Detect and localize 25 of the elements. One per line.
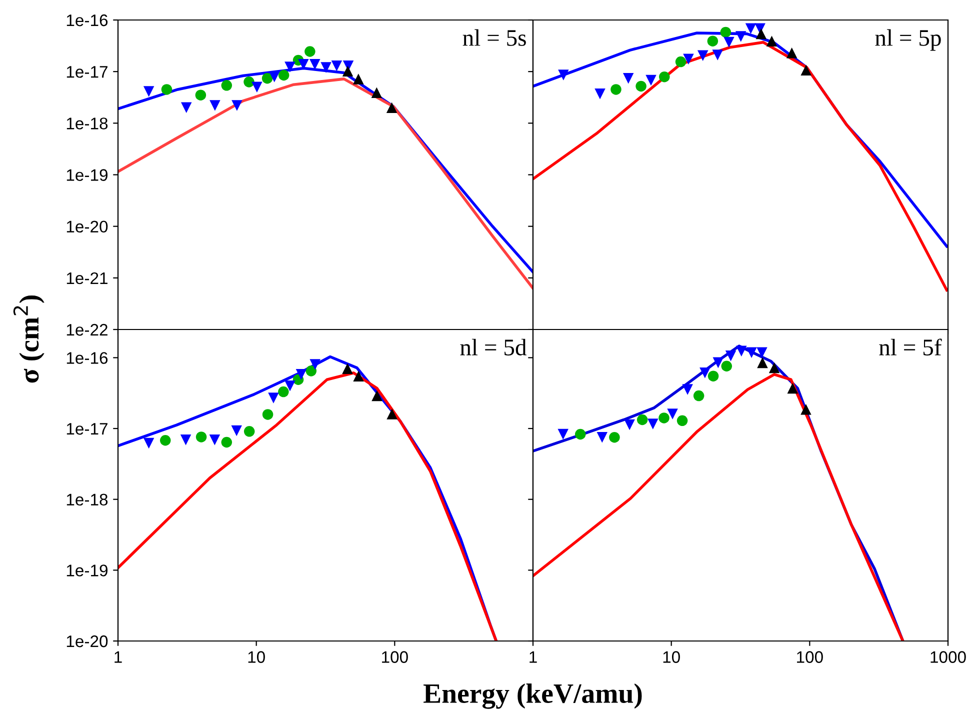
annotation: nl = 5p — [875, 29, 941, 51]
y-tick-label: 1e-16 — [66, 352, 108, 364]
y-axis-title: σ (cm$^{2}$) — [13, 295, 44, 383]
x-tick-label: 10 — [663, 651, 680, 663]
x-tick-label: 100 — [797, 651, 823, 663]
y-tick-label: 1e-17 — [66, 423, 108, 435]
x-axis-title: Energy (keV/amu) — [424, 683, 642, 709]
x-tick-label: 1000 — [930, 651, 966, 663]
y-tick-label: 1e-18 — [66, 118, 108, 130]
annotation: nl = 5s — [462, 29, 526, 46]
y-tick-label: 1e-21 — [66, 272, 108, 284]
x-tick-label: 100 — [382, 651, 408, 663]
x-tick-label: 10 — [248, 651, 265, 663]
y-tick-label: 1e-20 — [66, 220, 108, 233]
y-tick-label: 1e-18 — [66, 494, 108, 506]
annotation: nl = 5f — [879, 338, 942, 356]
y-tick-label: 1e-17 — [66, 66, 108, 78]
y-tick-label: 1e-19 — [66, 564, 108, 576]
annotation: nl = 5d — [460, 338, 526, 356]
x-tick-label: 1 — [530, 651, 537, 663]
y-tick-label: 1e-20 — [66, 635, 108, 648]
x-tick-label: 1 — [114, 651, 122, 663]
y-tick-label: 1e-16 — [66, 14, 108, 26]
y-tick-label: 1e-19 — [66, 169, 108, 181]
y-tick-label: 1e-22 — [66, 324, 108, 336]
